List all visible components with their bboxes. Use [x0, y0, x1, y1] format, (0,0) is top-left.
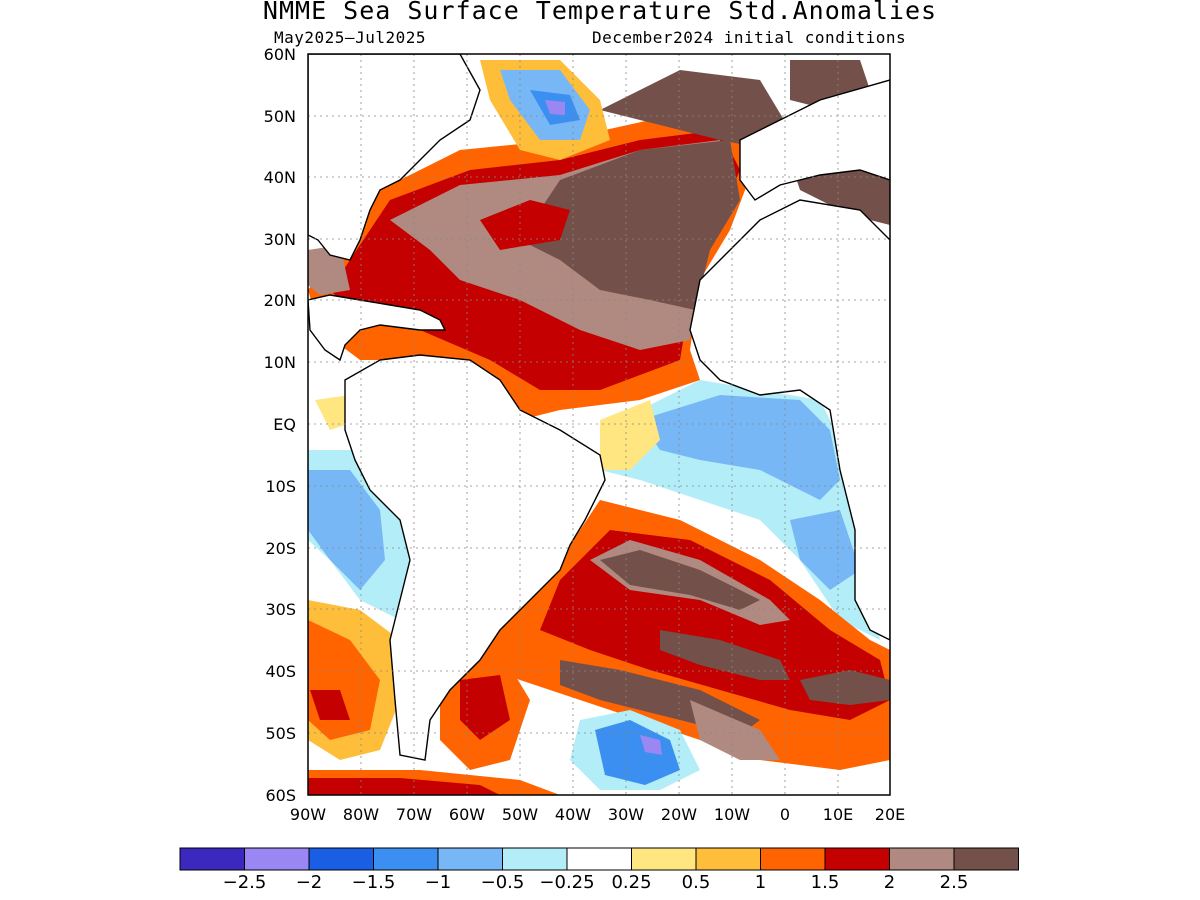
lat-label: 50N: [264, 107, 296, 126]
graticule: [308, 54, 890, 795]
colorbar-swatch: [566, 847, 632, 871]
map-frame: [307, 53, 891, 796]
lon-label: 80W: [343, 805, 379, 824]
colorbar: [179, 847, 1019, 871]
colorbar-tick-label: 0.5: [682, 872, 711, 893]
lon-label: 10W: [714, 805, 750, 824]
colorbar-tick-label: −1.5: [352, 872, 396, 893]
lon-label: 70W: [396, 805, 432, 824]
colorbar-swatch: [889, 847, 955, 871]
longitude-labels: 90W 80W 70W 60W 50W 40W 30W 20W 10W 0 10…: [290, 805, 905, 824]
continents: [308, 54, 890, 761]
colorbar-tick-label: 0.25: [611, 872, 651, 893]
colorbar-tick-label: −1: [425, 872, 452, 893]
colorbar-tick-label: −2: [296, 872, 323, 893]
lon-label: 20E: [875, 805, 905, 824]
forecast-period: May2025–Jul2025: [274, 28, 426, 47]
lat-label: 50S: [265, 724, 296, 743]
lon-label: 30W: [608, 805, 644, 824]
colorbar-tick-label: 2.5: [940, 872, 969, 893]
lon-label: 20W: [661, 805, 697, 824]
lon-label: 10E: [823, 805, 853, 824]
chart-title: NMME Sea Surface Temperature Std.Anomali…: [262, 0, 938, 25]
colorbar-tick-label: 2: [884, 872, 895, 893]
colorbar-tick-label: 1.5: [811, 872, 840, 893]
colorbar-swatch: [502, 847, 568, 871]
lat-label: 40S: [265, 662, 296, 681]
lon-label: 60W: [449, 805, 485, 824]
colorbar-swatch: [953, 847, 1019, 871]
colorbar-swatch: [760, 847, 826, 871]
colorbar-tick-label: −0.25: [539, 872, 594, 893]
lat-label: 40N: [264, 168, 296, 187]
colorbar-swatch: [373, 847, 439, 871]
colorbar-tick-label: −2.5: [223, 872, 267, 893]
initial-conditions: December2024 initial conditions: [592, 28, 907, 47]
lon-label: 90W: [290, 805, 326, 824]
lon-label: 0: [780, 805, 790, 824]
colorbar-swatch: [631, 847, 697, 871]
lon-label: 40W: [555, 805, 591, 824]
colorbar-swatch: [437, 847, 503, 871]
lat-label: 30S: [265, 600, 296, 619]
colorbar-tick-label: 1: [755, 872, 766, 893]
lat-label: 10S: [265, 477, 296, 496]
colorbar-swatch: [244, 847, 310, 871]
lat-label: 10N: [264, 353, 296, 372]
lat-label: EQ: [273, 415, 296, 434]
lon-label: 50W: [502, 805, 538, 824]
latitude-labels: 60N 50N 40N 30N 20N 10N EQ 10S 20S 30S 4…: [264, 45, 296, 805]
colorbar-swatch: [179, 847, 245, 871]
lat-label: 30N: [264, 230, 296, 249]
lat-label: 20S: [265, 539, 296, 558]
colorbar-labels: −2.5 −2 −1.5 −1 −0.5 −0.25 0.25 0.5 1 1.5 2 2.5: [223, 872, 969, 893]
lat-label: 60S: [265, 786, 296, 805]
colorbar-swatch: [824, 847, 890, 871]
colorbar-swatch: [695, 847, 761, 871]
colorbar-swatch: [308, 847, 374, 871]
lat-label: 20N: [264, 291, 296, 310]
colorbar-tick-label: −0.5: [481, 872, 525, 893]
lat-label: 60N: [264, 45, 296, 64]
